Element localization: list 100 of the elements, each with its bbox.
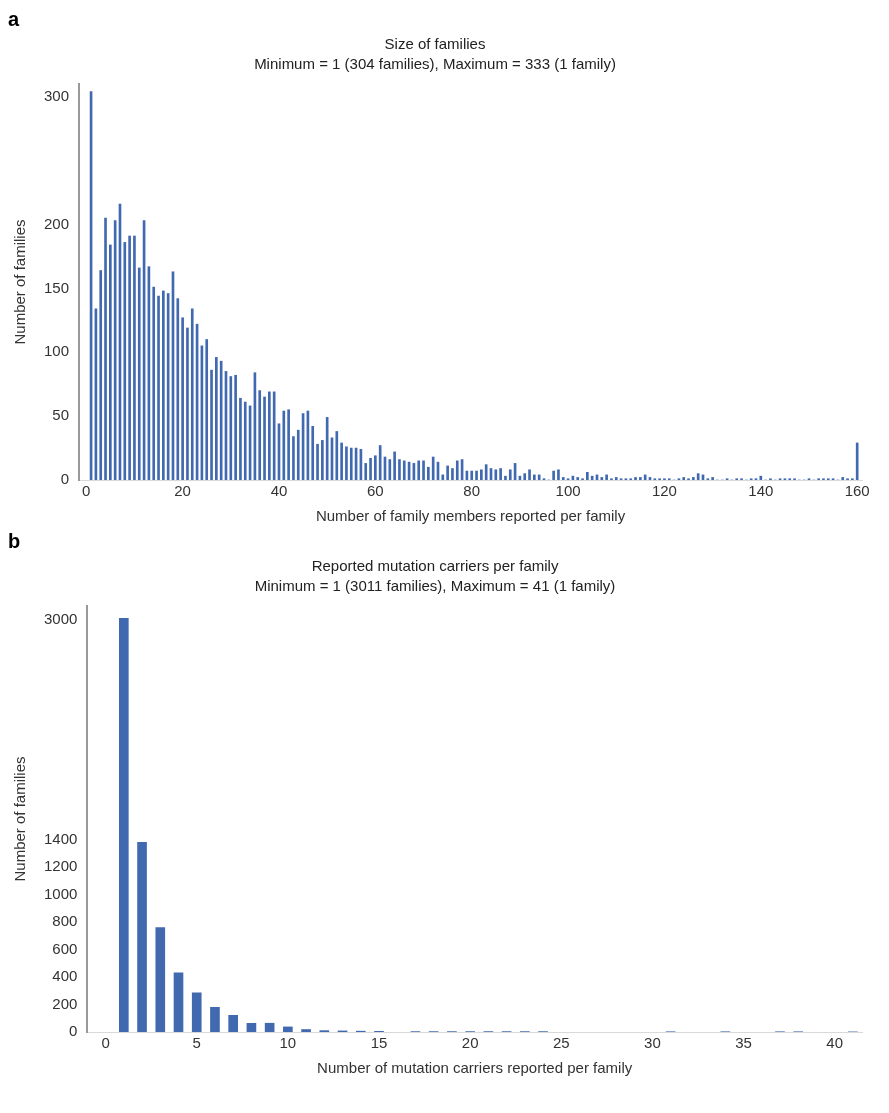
bar [528,469,531,480]
bar [696,473,700,480]
bar [441,474,445,480]
bar [283,1026,293,1032]
x-tick-label: 40 [826,1034,843,1052]
bar [455,460,459,480]
bar [417,460,421,480]
y-tick-label: 600 [52,939,78,957]
y-tick-label: 200 [44,214,70,232]
y-tick-label: 100 [44,342,70,360]
bar [427,466,430,480]
bar [228,1014,239,1032]
bar [176,298,180,480]
bar [451,468,454,480]
bar [639,477,642,480]
x-tick-label: 10 [279,1034,297,1052]
bar [316,443,319,480]
bar [99,270,103,480]
bar [263,396,266,480]
bar [374,455,377,480]
y-tick-label: 150 [44,278,70,296]
bar [239,397,242,480]
bar [557,469,560,480]
bar [388,459,392,480]
bar [104,217,107,480]
bar [181,317,184,480]
x-tick-label: 100 [555,482,581,500]
bar [499,468,502,480]
bar [137,842,147,1032]
chart-title: Size of families [384,35,486,53]
bar [190,308,194,480]
bar [109,244,112,480]
bar [186,327,189,480]
bar [340,442,343,480]
bar [484,464,488,480]
bar [123,242,127,480]
bar [311,426,315,480]
bar [229,376,233,480]
x-tick-label: 0 [82,482,91,500]
bar [292,436,295,480]
bar [422,460,425,480]
bar [349,447,353,480]
x-tick-label: 120 [651,482,677,500]
x-tick-label: 30 [644,1034,661,1052]
bar [841,477,845,480]
bar [446,465,449,480]
bar [287,409,290,480]
bar [711,477,714,480]
bar [692,477,695,480]
x-tick-label: 25 [552,1034,570,1052]
bar [402,460,406,480]
bar [605,474,608,480]
bar [634,477,637,480]
bar [118,617,129,1032]
y-tick-label: 300 [44,86,70,104]
bar [523,473,527,480]
bar [296,429,300,480]
bar [258,390,262,480]
bar [155,927,166,1032]
bar [586,472,589,480]
bar [759,475,763,480]
bar [614,477,618,480]
x-tick-label: 5 [192,1034,201,1052]
bar [475,470,478,480]
bar [335,431,339,480]
text: a [8,8,21,30]
y-tick-label: 1400 [43,829,78,847]
x-tick-label: 160 [844,482,870,500]
bar [364,463,368,480]
chart-subtitle: Minimum = 1 (304 families), Maximum = 333 (1 family) [254,55,616,73]
x-tick-label: 40 [270,482,288,500]
y-tick-label: 400 [52,967,78,985]
x-tick-label: 0 [101,1034,110,1052]
bar [301,1029,311,1032]
bar [282,410,286,480]
bar [191,992,202,1032]
x-tick-label: 15 [370,1034,388,1052]
text: b [8,530,22,552]
x-tick-label: 60 [367,482,384,500]
bar [494,469,498,480]
bar [431,456,435,480]
y-tick-label: 50 [52,406,70,424]
x-tick-label: 20 [461,1034,479,1052]
bar [246,1022,257,1032]
x-tick-label: 80 [463,482,481,500]
bar [508,469,512,480]
y-tick-label: 200 [52,994,78,1012]
y-axis-title: Number of families [11,219,29,345]
bar [533,474,536,480]
bar [576,477,580,480]
x-axis-title: Number of mutation carriers reported per family [317,1059,633,1077]
bar [152,286,156,480]
chart-subtitle: Minimum = 1 (3011 families), Maximum = 41 (1 family) [254,577,616,595]
bar [268,391,271,480]
bar [552,470,555,480]
x-tick-label: 140 [748,482,774,500]
bar [600,477,604,480]
bar [643,474,647,480]
y-tick-label: 0 [69,1022,78,1040]
bar [504,475,507,480]
